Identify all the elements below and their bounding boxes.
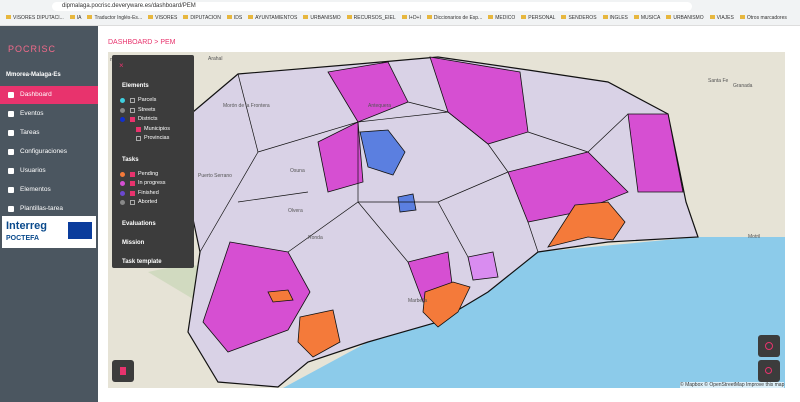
nav-item[interactable]: Configuraciones xyxy=(0,143,98,161)
place-label: Motril xyxy=(748,234,760,240)
bookmark[interactable]: SENDEROS xyxy=(561,15,596,21)
bookmark[interactable]: Diccionarios de Esp... xyxy=(427,15,482,21)
nav-item[interactable]: Plantillas-tarea xyxy=(0,200,98,218)
checkbox[interactable] xyxy=(130,107,135,113)
bookmark[interactable]: VISORES xyxy=(148,15,177,21)
bookmarks-bar: VISORES DIPUTACI... IA Traductor Inglés-Es… xyxy=(0,13,800,24)
nav-item[interactable]: Elementos xyxy=(0,181,98,199)
bookmark[interactable]: IA xyxy=(70,15,82,21)
bookmark[interactable]: Otros marcadores xyxy=(740,15,787,21)
nav-item[interactable]: Tareas xyxy=(0,124,98,142)
bookmark[interactable]: IDS xyxy=(227,15,242,21)
layer-color xyxy=(120,200,125,205)
browser-bar: dipmalaga.pocrisc.deveryware.es/dashboar… xyxy=(0,0,800,26)
sidebar: POCRISC Mmorea-Malaga-Es Interreg POCTEF… xyxy=(0,26,98,402)
search-button[interactable] xyxy=(758,360,780,382)
breadcrumb: DASHBOARD > PEM xyxy=(108,39,176,46)
crumb: PEM xyxy=(160,39,176,46)
organization[interactable]: Mmorea-Malaga-Es xyxy=(6,72,61,78)
place-label: Arahal xyxy=(208,56,222,62)
section-title[interactable]: Tasks xyxy=(122,156,139,163)
layer-label: Provincias xyxy=(144,135,170,141)
close-icon[interactable]: × xyxy=(119,61,124,70)
partner-logo: Interreg POCTEFA xyxy=(2,216,96,248)
place-label: Granada xyxy=(733,83,753,89)
checkbox[interactable] xyxy=(130,171,135,177)
map-attribution: © Mapbox © OpenStreetMap Improve this ma… xyxy=(680,382,785,388)
layer-label: Finished xyxy=(138,189,159,196)
layer-label: Districts xyxy=(138,116,158,122)
layer-color xyxy=(120,171,125,177)
bookmark[interactable]: DIPUTACION xyxy=(183,15,220,21)
layer-label: In progress xyxy=(138,180,166,186)
nav-item[interactable]: Usuarios xyxy=(0,162,98,180)
place-label: Puerto Serrano xyxy=(198,173,232,179)
bookmark[interactable]: PERSONAL xyxy=(521,15,555,21)
place-label: Santa Fe xyxy=(708,78,729,84)
layer-color xyxy=(120,107,125,113)
place-label: Olvera xyxy=(288,208,303,214)
crumb[interactable]: DASHBOARD xyxy=(108,39,153,46)
bookmark[interactable]: I+D+I xyxy=(402,15,421,21)
bookmark[interactable]: INGLES xyxy=(603,15,628,21)
bookmark[interactable]: MUSICA xyxy=(634,15,660,21)
section-title[interactable]: Task template xyxy=(122,258,162,265)
layer-label: Pending xyxy=(138,170,159,177)
bookmark[interactable]: MEDICO xyxy=(488,15,515,21)
layer-color xyxy=(120,117,125,122)
bookmark[interactable]: URBANISMO xyxy=(666,15,703,21)
sea xyxy=(283,237,785,388)
partner-name: Interreg xyxy=(6,220,47,232)
bookmark[interactable]: AYUNTAMIENTOS xyxy=(248,15,297,21)
checkbox[interactable] xyxy=(130,181,135,186)
checkbox[interactable] xyxy=(136,136,141,141)
checkbox[interactable] xyxy=(130,190,135,196)
layer-color xyxy=(120,190,125,196)
layer-label: Parcels xyxy=(138,97,157,103)
partner-program: POCTEFA xyxy=(6,235,40,242)
layer-color xyxy=(120,98,125,103)
map[interactable]: manasArahalMorón de la FronteraOsunaAnte… xyxy=(108,52,785,388)
borders xyxy=(199,73,629,263)
url-bar[interactable]: dipmalaga.pocrisc.deveryware.es/dashboar… xyxy=(52,2,692,11)
bookmark[interactable]: URBANISMO xyxy=(303,15,340,21)
place-label: Marbella xyxy=(408,298,427,304)
bookmark[interactable]: RECURSOS_EIEL xyxy=(347,15,396,21)
logo: POCRISC xyxy=(8,44,57,54)
place-label: Osuna xyxy=(290,168,305,174)
highlighted-districts xyxy=(267,129,626,358)
nav-item[interactable]: Dashboard xyxy=(0,86,98,104)
locate-button[interactable] xyxy=(758,335,780,357)
layer-color xyxy=(120,181,125,186)
checkbox[interactable] xyxy=(130,200,135,205)
place-label: Ronda xyxy=(308,235,323,241)
nav-item[interactable]: Eventos xyxy=(0,105,98,123)
layer-label: Municipios xyxy=(144,125,170,132)
place-label: Morón de la Frontera xyxy=(223,103,270,109)
layer-label: Streets xyxy=(138,106,156,113)
bookmark[interactable]: Traductor Inglés-Es... xyxy=(87,15,142,21)
layer-label: Aborted xyxy=(138,199,158,205)
section-title[interactable]: Evaluations xyxy=(122,220,156,227)
layers-panel: × Elements Parcels Streets Districts Municip… xyxy=(112,55,194,268)
checkbox[interactable] xyxy=(130,98,135,103)
checkbox[interactable] xyxy=(130,117,135,122)
section-title[interactable]: Mission xyxy=(122,239,145,246)
filter-button[interactable] xyxy=(112,360,134,382)
place-label: Antequera xyxy=(368,103,391,109)
bookmark[interactable]: VISORES DIPUTACI... xyxy=(6,15,64,21)
checkbox[interactable] xyxy=(136,126,141,132)
bookmark[interactable]: VIAJES xyxy=(710,15,734,21)
section-title[interactable]: Elements xyxy=(122,83,149,89)
eu-flag xyxy=(68,222,92,239)
